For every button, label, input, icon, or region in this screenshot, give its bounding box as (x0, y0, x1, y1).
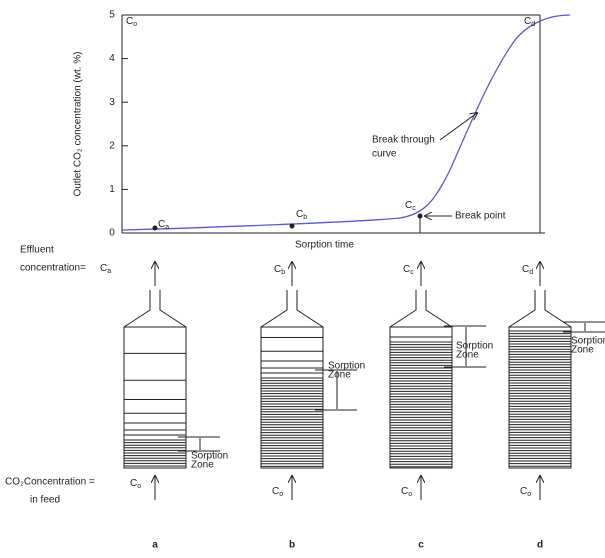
zone-label: Zone (328, 370, 351, 381)
sub-label: Cc (403, 264, 414, 276)
column-top (389, 290, 453, 328)
column-top (123, 290, 187, 328)
subscript: o (408, 491, 412, 498)
subscript: b (281, 269, 285, 276)
column (389, 326, 453, 469)
y-tick-label: 4 (109, 53, 115, 64)
column (123, 326, 187, 469)
sub-label: Cd (522, 264, 533, 276)
column-letter: a (152, 540, 158, 551)
arrow (439, 113, 477, 141)
main: C (272, 486, 279, 497)
subscript: d (529, 269, 533, 276)
zone-label: Zone (456, 350, 479, 361)
y-tick-label: 1 (109, 184, 115, 195)
subscript: o (279, 491, 283, 498)
annotation: curve (372, 149, 397, 160)
main: C (405, 200, 412, 211)
column-letter: c (418, 540, 424, 551)
subscript: a (165, 224, 169, 231)
subscript: b (303, 214, 307, 221)
main: C (403, 264, 410, 275)
breakthrough-curve (121, 14, 571, 231)
zone-label: Zone (571, 345, 594, 356)
column-top (508, 290, 572, 328)
y-tick-label: 3 (109, 97, 115, 108)
sub-label: Co (520, 486, 531, 498)
main: C (158, 219, 165, 230)
main: C (130, 478, 137, 489)
sub-label: Ca (158, 219, 169, 231)
effluent-label: concentration= (20, 263, 86, 274)
y-tick-label: 5 (109, 10, 115, 21)
subscript: o (133, 21, 137, 28)
main: C (524, 16, 531, 27)
subscript: a (107, 268, 111, 275)
sub-label: Co (272, 486, 283, 498)
effluent-label: Effluent (20, 245, 54, 256)
main: C (401, 486, 408, 497)
y-tick-label: 0 (109, 228, 115, 239)
feed-label: CO₂Concentration = (5, 477, 95, 488)
subscript: o (527, 491, 531, 498)
point (152, 225, 158, 231)
subscript: d (531, 21, 535, 28)
y-axis-label: Outlet CO₂ concentration (wt. %) (73, 51, 84, 196)
sub-label: Cb (274, 264, 285, 276)
main: C (274, 264, 281, 275)
main: C (522, 264, 529, 275)
column-letter: b (289, 540, 295, 551)
zone-label: Sorption (328, 361, 365, 372)
sub-label: Ca (100, 263, 111, 275)
point (289, 223, 295, 229)
feed-label: in feed (30, 495, 60, 506)
zone-label: Sorption (456, 341, 493, 352)
sub-label: Co (126, 16, 137, 28)
main: C (100, 263, 107, 274)
y-tick-label: 2 (109, 140, 115, 151)
column (508, 326, 572, 469)
subscript: c (410, 269, 414, 276)
main: C (126, 16, 133, 27)
sub-label: Co (401, 486, 412, 498)
zone-label: Zone (191, 460, 214, 471)
sub-label: Co (130, 478, 141, 490)
subscript: c (412, 205, 416, 212)
zone-label: Sorption (191, 451, 228, 462)
column-letter: d (537, 540, 543, 551)
sub-label: Cc (405, 200, 416, 212)
main: C (296, 209, 303, 220)
point (417, 213, 423, 219)
column-top (260, 290, 324, 328)
zone-label: Sorption (571, 336, 605, 347)
main: C (520, 486, 527, 497)
subscript: o (137, 483, 141, 490)
annotation: Break through (372, 135, 435, 146)
sub-label: Cd (524, 16, 535, 28)
column (260, 326, 324, 469)
sub-label: Cb (296, 209, 307, 221)
x-axis-label: Sorption time (295, 240, 354, 251)
annotation: Break point (455, 211, 506, 222)
